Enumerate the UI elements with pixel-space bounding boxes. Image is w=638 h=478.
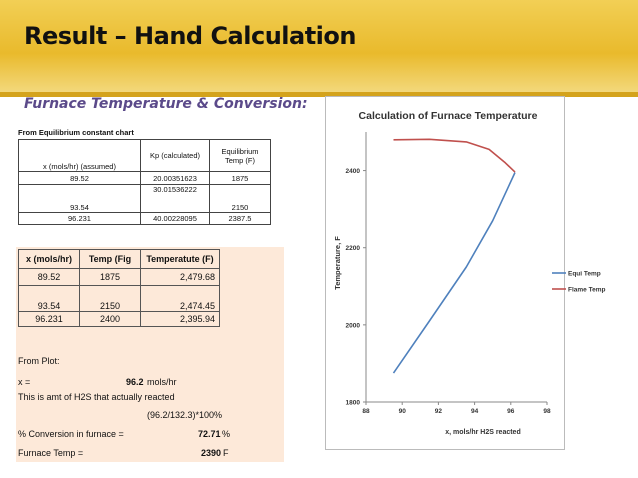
- x-tick-label: 88: [362, 408, 370, 415]
- x-tick-label: 96: [507, 408, 515, 415]
- table-row: 89.52 1875 2,479.68: [18, 268, 220, 286]
- slide-subtitle: Furnace Temperature & Conversion:: [24, 96, 308, 112]
- table-cell: 96.231: [18, 212, 141, 225]
- table-header-row: x (mols/hr) Temp (Fig Temperatute (F): [18, 249, 220, 269]
- table-header-row: x (mols/hr) (assumed) Kp (calculated) Eq…: [18, 139, 271, 172]
- table-header-cell: Kp (calculated): [140, 139, 210, 172]
- furnace-temp-value: 2390: [201, 448, 222, 458]
- conversion-value: 72.71: [198, 429, 221, 439]
- table-row: 93.54 2150 2,474.45: [18, 285, 220, 312]
- legend-label: Flame Temp: [568, 287, 605, 294]
- y-tick-label: 2400: [346, 168, 361, 175]
- conversion-formula: (96.2/132.3)*100%: [147, 410, 223, 420]
- table-header-cell: x (mols/hr) (assumed): [18, 139, 141, 172]
- y-tick-label: 2000: [346, 322, 361, 329]
- table-row: 89.52 20.00351623 1875: [18, 171, 271, 185]
- series-line-equi-temp: [392, 172, 516, 374]
- equilibrium-table-caption: From Equilibrium constant chart: [18, 128, 134, 137]
- table-header-cell: Temperatute (F): [140, 249, 220, 269]
- h2s-note: This is amt of H2S that actually reacted: [18, 392, 175, 402]
- table-cell: 2,474.45: [140, 285, 220, 312]
- furnace-temp-unit: F: [223, 448, 229, 458]
- table-header-cell: x (mols/hr): [18, 249, 80, 269]
- x-unit: mols/hr: [147, 377, 177, 387]
- y-tick-label: 2200: [346, 245, 361, 252]
- table-cell: 96.231: [18, 311, 80, 327]
- table-cell: 89.52: [18, 268, 80, 286]
- banner-rule: [0, 92, 638, 97]
- x-tick-label: 94: [471, 408, 479, 415]
- table-cell: 30.01536222: [140, 184, 210, 213]
- equilibrium-table: x (mols/hr) (assumed) Kp (calculated) Eq…: [18, 139, 271, 225]
- table-cell: 89.52: [18, 171, 141, 185]
- furnace-temp-label: Furnace Temp =: [18, 448, 84, 458]
- slide-title: Result – Hand Calculation: [24, 22, 356, 50]
- x-tick-label: 90: [399, 408, 407, 415]
- table-cell: 2150: [209, 184, 271, 213]
- temperature-table: x (mols/hr) Temp (Fig Temperatute (F) 89…: [18, 249, 220, 327]
- conversion-label: % Conversion in furnace =: [18, 429, 124, 439]
- from-plot-label: From Plot:: [18, 356, 60, 366]
- table-cell: 2387.5: [209, 212, 271, 225]
- x-value: 96.2: [126, 377, 144, 387]
- y-tick-label: 1800: [346, 400, 361, 407]
- table-cell: 93.54: [18, 285, 80, 312]
- y-axis-label: Temperature, F: [333, 236, 342, 290]
- table-row: 96.231 2400 2,395.94: [18, 311, 220, 327]
- conversion-unit: %: [222, 429, 231, 439]
- table-cell: 2,395.94: [140, 311, 220, 327]
- table-row: 96.231 40.00228095 2387.5: [18, 212, 271, 225]
- x-label: x =: [18, 377, 31, 387]
- x-axis-label: x, mols/hr H2S reacted: [445, 429, 520, 436]
- table-cell: 1875: [79, 268, 141, 286]
- x-tick-label: 98: [543, 408, 551, 415]
- table-cell: 1875: [209, 171, 271, 185]
- series-line-flame-temp: [393, 138, 516, 173]
- table-header-cell: Equilibrium Temp (F): [209, 139, 271, 172]
- x-tick-label: 92: [435, 408, 443, 415]
- title-banner: [0, 0, 638, 97]
- legend-label: Equi Temp: [568, 271, 601, 278]
- chart-title: Calculation of Furnace Temperature: [359, 110, 538, 122]
